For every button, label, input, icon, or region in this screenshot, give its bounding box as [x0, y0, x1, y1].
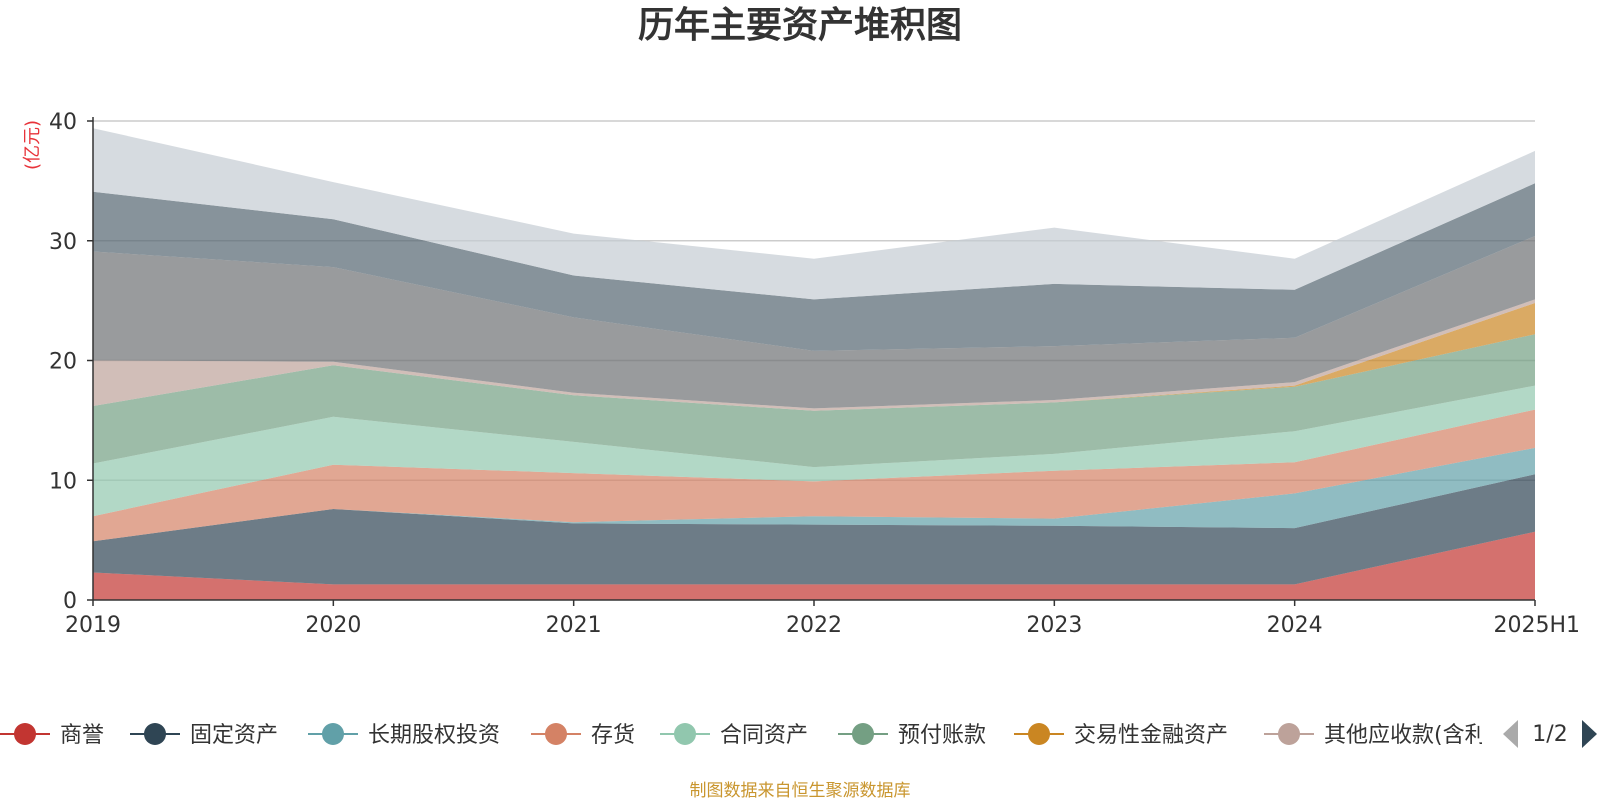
legend-item[interactable]: 固定资产	[130, 723, 278, 748]
legend-label: 商誉	[60, 723, 104, 748]
y-axis-tick-label: 30	[49, 230, 77, 255]
legend-item[interactable]: 合同资产	[660, 723, 808, 748]
legend-prev-page-icon[interactable]	[1503, 720, 1518, 748]
y-axis-unit-label: (亿元)	[22, 120, 43, 170]
legend-label: 交易性金融资产	[1074, 723, 1228, 748]
legend-page-indicator: 1/2	[1532, 722, 1567, 747]
area-series-1[interactable]	[93, 531, 1535, 600]
legend-label: 长期股权投资	[368, 723, 500, 748]
y-axis-tick-label: 0	[63, 589, 77, 614]
y-axis-tick-label: 10	[49, 469, 77, 494]
x-axis-tick-label: 2019	[65, 613, 121, 638]
legend-item[interactable]: 交易性金融资产	[1014, 723, 1228, 748]
legend-next-page-icon[interactable]	[1582, 720, 1597, 748]
x-axis-tick-label: 2021	[546, 613, 602, 638]
axes: 0 10 20 30 40 2019 2020 2021 2022 2023 2024 2025H1	[49, 110, 1580, 638]
area-series-4[interactable]	[93, 409, 1535, 542]
x-axis-tick-label: 2024	[1267, 613, 1323, 638]
legend-circle-marker	[852, 723, 874, 745]
legend-circle-marker	[674, 723, 696, 745]
legend-item[interactable]: 其他应收款(含利息和股利)	[1264, 723, 1583, 748]
legend-pager: 1/2	[1503, 720, 1597, 748]
y-axis-tick-label: 20	[49, 350, 77, 375]
area-series-6[interactable]	[93, 334, 1535, 468]
x-axis-tick-label: 2023	[1026, 613, 1082, 638]
legend-item[interactable]: 商誉	[0, 723, 104, 748]
data-source-note: 制图数据来自恒生聚源数据库	[690, 781, 911, 800]
legend-label: 存货	[591, 723, 635, 748]
legend-label: 其他应收款(含利息和股利)	[1324, 723, 1583, 748]
area-series-11[interactable]	[93, 128, 1535, 300]
area-series-2[interactable]	[93, 474, 1535, 585]
area-series-5[interactable]	[93, 385, 1535, 517]
legend-label: 预付账款	[898, 723, 986, 748]
area-series-9[interactable]	[93, 236, 1535, 409]
legend: 商誉 固定资产 长期股权投资 存货 合同资产 预付账款 交易性金融资产 其他应收款(含利息和股…	[0, 723, 1583, 748]
legend-circle-marker	[144, 723, 166, 745]
legend-label: 固定资产	[190, 723, 278, 748]
legend-item[interactable]: 预付账款	[838, 723, 986, 748]
legend-circle-marker	[1028, 723, 1050, 745]
area-series-group	[93, 128, 1535, 600]
chart-title: 历年主要资产堆积图	[638, 5, 962, 46]
legend-circle-marker	[1278, 723, 1300, 745]
legend-circle-marker	[545, 723, 567, 745]
legend-circle-marker	[322, 723, 344, 745]
legend-item[interactable]: 长期股权投资	[308, 723, 500, 748]
area-series-10[interactable]	[93, 183, 1535, 351]
x-axis-tick-label: 2022	[786, 613, 842, 638]
x-axis-tick-label: 2020	[305, 613, 361, 638]
legend-items: 商誉 固定资产 长期股权投资 存货 合同资产 预付账款 交易性金融资产 其他应收款(含利息和股…	[0, 723, 1583, 748]
legend-label: 合同资产	[720, 723, 808, 748]
legend-item[interactable]: 存货	[531, 723, 635, 748]
x-axis-tick-label: 2025H1	[1493, 613, 1580, 638]
area-series-3[interactable]	[93, 447, 1535, 542]
y-axis-tick-label: 40	[49, 110, 77, 135]
legend-circle-marker	[14, 723, 36, 745]
